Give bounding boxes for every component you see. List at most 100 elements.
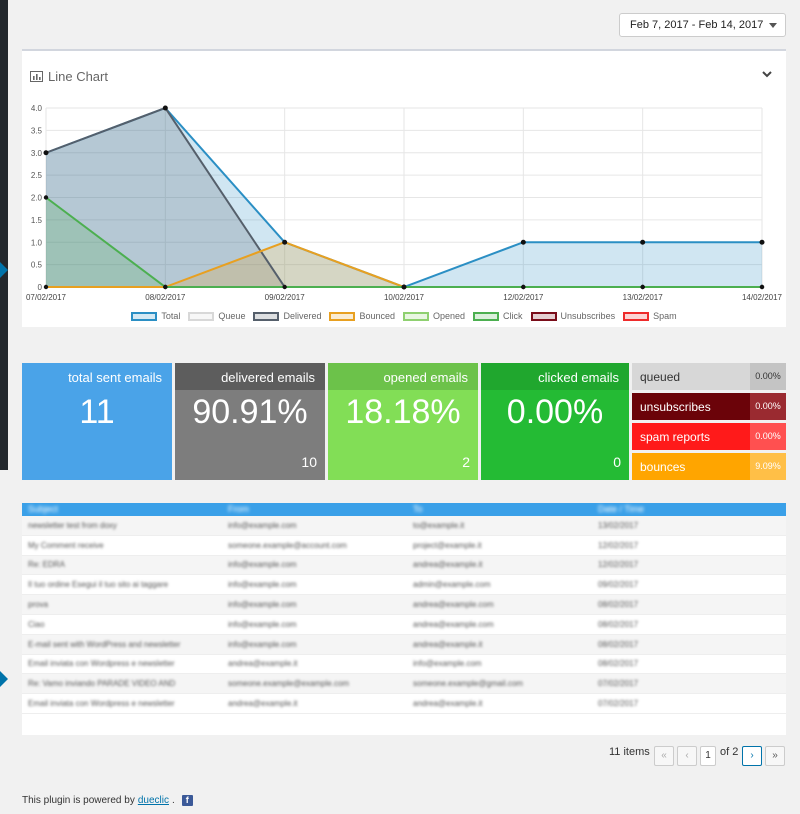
table-row[interactable]: E-mail sent with WordPress and newslette… (22, 634, 786, 655)
clicked-card-header (481, 363, 629, 390)
footer-text: This plugin is powered by (22, 795, 135, 806)
legend-swatch (131, 311, 158, 321)
data-point (43, 284, 49, 290)
table-cell: admin@example.com (413, 580, 491, 590)
x-tick-label: 10/02/2017 (384, 293, 425, 302)
facebook-icon[interactable]: f (181, 795, 193, 806)
clicked-label: clicked emails (538, 370, 619, 385)
x-tick-label: 07/02/2017 (26, 293, 67, 302)
table-cell: to@example.it (413, 520, 465, 530)
opened-label: opened emails (383, 370, 468, 385)
series-area-click (46, 197, 762, 287)
data-point (43, 150, 49, 155)
column-header[interactable]: Date / Time (598, 504, 645, 514)
unsubscribes-row: unsubscribes 0.00% (632, 393, 786, 420)
legend-label: Bounced (359, 311, 396, 321)
legend-swatch (473, 311, 500, 321)
legend-item-unsubscribes[interactable]: Unsubscribes (530, 311, 616, 321)
table-row[interactable]: Email inviata con Wordpress e newsletter… (22, 655, 786, 675)
table-cell: andrea@example.com (413, 600, 494, 610)
table-cell: prova (28, 600, 49, 610)
table-cell: info@example.com (413, 659, 482, 669)
data-point (163, 105, 168, 111)
legend-item-bounced[interactable]: Bounced (329, 311, 395, 321)
table-cell: Email inviata con Wordpress e newsletter (28, 699, 175, 709)
legend-swatch (403, 311, 430, 321)
table-row[interactable]: Re: EDRA info@example.com andrea@example.i… (22, 555, 786, 576)
table-row[interactable]: Il tuo ordine Esegui il tuo sito ai tagg… (22, 575, 786, 596)
email-log-table: Subject From To Date / Time newsletter test… (22, 503, 786, 735)
table-row[interactable]: newsletter test from doxy info@example.co… (22, 516, 786, 536)
legend-label: Spam (653, 311, 677, 321)
last-page-button[interactable]: » (765, 746, 785, 766)
chart-legend: Total Queue Delivered Bounced Opened Click Uns… (22, 311, 786, 321)
table-cell: 08/02/2017 (598, 659, 639, 669)
table-cell: E-mail sent with WordPress and newslette… (28, 639, 181, 649)
table-row[interactable]: prova info@example.com andrea@example.com 0… (22, 595, 786, 615)
bounces-label: bounces (640, 460, 686, 474)
table-row[interactable]: My Comment receive someone.example@accoun… (22, 536, 786, 556)
legend-item-queue[interactable]: Queue (188, 311, 245, 321)
table-cell: My Comment receive (28, 540, 104, 550)
data-point (521, 284, 526, 290)
spam-label: spam reports (640, 430, 711, 444)
queued-pct: 0.00% (750, 363, 786, 390)
clicked-value: 0.00% (506, 393, 604, 431)
delivered-card: delivered emails 90.91% 10 (175, 363, 325, 480)
legend-swatch (188, 311, 215, 321)
table-cell: 13/02/2017 (598, 520, 639, 530)
opened-count: 2 (462, 454, 470, 470)
collapse-chevron-icon[interactable] (762, 65, 772, 81)
table-cell: Re: EDRA (28, 560, 65, 570)
current-page-input[interactable]: 1 (700, 746, 716, 766)
table-cell: 07/02/2017 (598, 679, 639, 689)
legend-label: Unsubscribes (560, 311, 616, 321)
x-tick-label: 13/02/2017 (623, 293, 664, 302)
table-cell: info@example.com (228, 600, 297, 610)
data-point (43, 195, 49, 200)
dueclic-link[interactable]: dueclic (137, 795, 169, 806)
delivered-label: delivered emails (221, 370, 315, 385)
delivered-value: 90.91% (192, 393, 308, 431)
column-header[interactable]: From (228, 504, 249, 514)
data-point (401, 284, 407, 290)
legend-item-total[interactable]: Total (131, 311, 180, 321)
legend-item-spam[interactable]: Spam (623, 311, 677, 321)
legend-item-click[interactable]: Click (473, 311, 523, 321)
series-area-bounced (46, 242, 762, 287)
legend-item-delivered[interactable]: Delivered (253, 311, 321, 321)
date-range-select[interactable]: Feb 7, 2017 - Feb 14, 2017 (619, 13, 786, 37)
first-page-button[interactable]: « (654, 746, 674, 766)
legend-label: Click (503, 311, 523, 321)
total-sent-value: 11 (79, 393, 115, 431)
table-row[interactable]: Ciao info@example.com andrea@example.com 08… (22, 615, 786, 635)
sidebar-current-arrow (0, 262, 8, 278)
legend-item-opened[interactable]: Opened (403, 311, 465, 321)
prev-page-button[interactable]: ‹ (677, 746, 697, 766)
table-row[interactable]: Re: Vamo inviando PARADE VIDEO AND someon… (22, 674, 786, 695)
column-header[interactable]: To (413, 504, 423, 514)
table-cell: newsletter test from doxy (28, 520, 117, 530)
table-cell: info@example.com (228, 639, 297, 649)
data-point (163, 284, 168, 290)
table-row[interactable]: Email inviata con Wordpress e newsletter… (22, 694, 786, 714)
column-header[interactable]: Subject (28, 504, 59, 514)
x-tick-label: 12/02/2017 (503, 293, 544, 302)
table-cell: andrea@example.it (413, 560, 483, 570)
data-point (282, 240, 287, 245)
table-header: Subject From To Date / Time (22, 503, 786, 516)
opened-card-header (328, 363, 478, 390)
legend-label: Total (161, 311, 181, 321)
footer-period: . (171, 795, 175, 806)
table-cell: Email inviata con Wordpress e newsletter (28, 659, 175, 669)
table-cell: 12/02/2017 (598, 540, 639, 550)
next-page-button[interactable]: › (742, 746, 762, 766)
y-tick-label: 2.0 (31, 194, 43, 203)
table-cell: info@example.com (228, 580, 297, 590)
table-cell: andrea@example.it (228, 699, 298, 709)
data-point (640, 284, 645, 290)
chevron-down-icon (769, 23, 777, 28)
queued-row: queued 0.00% (632, 363, 786, 390)
table-cell: andrea@example.com (413, 619, 494, 629)
opened-value: 18.18% (345, 393, 461, 431)
